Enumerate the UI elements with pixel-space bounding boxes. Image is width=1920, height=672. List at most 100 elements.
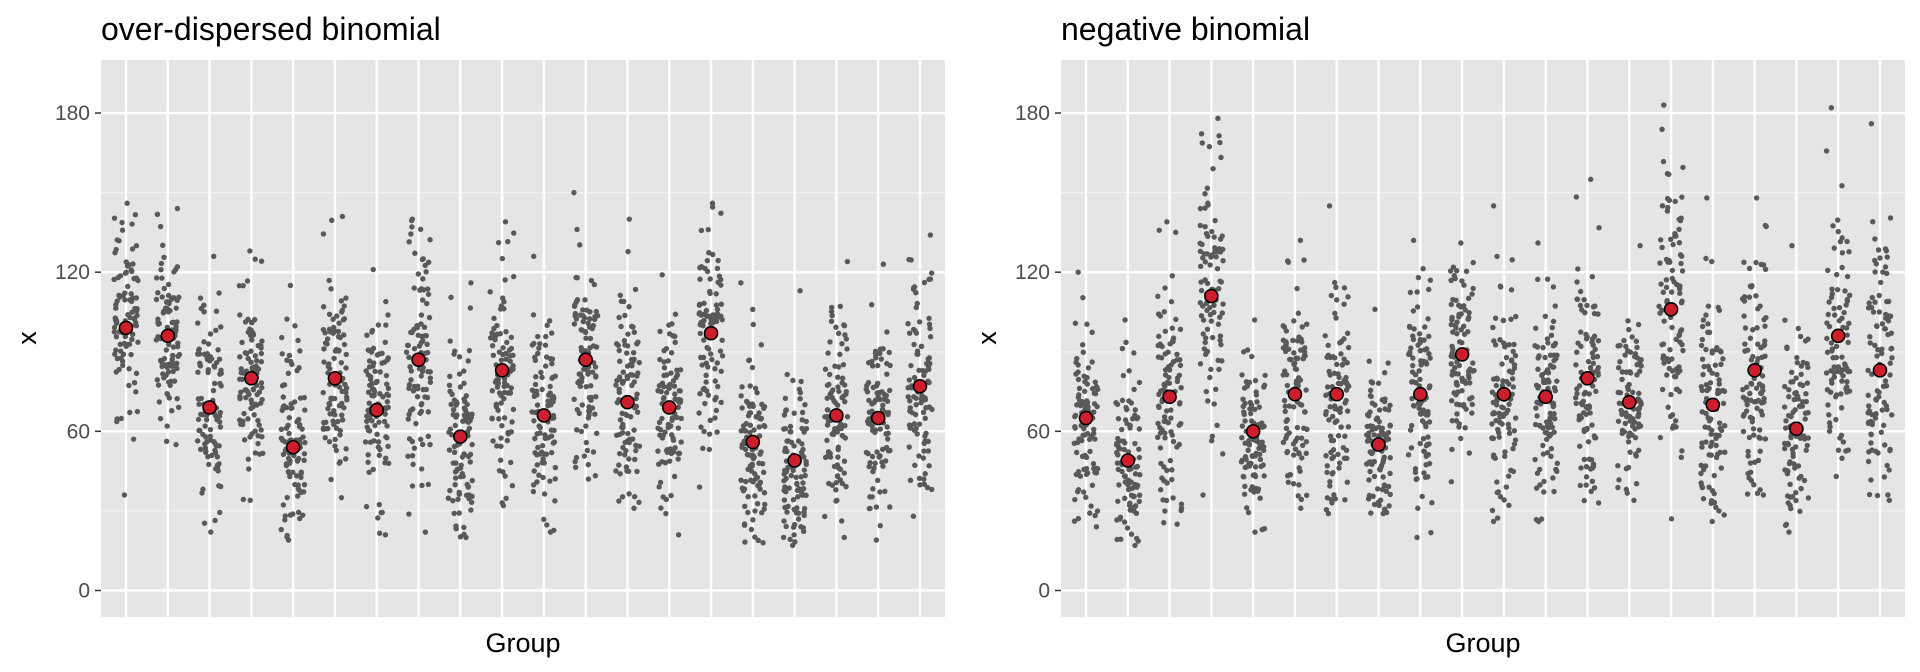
data-point <box>870 486 876 492</box>
data-point <box>715 257 721 264</box>
data-point <box>1869 447 1875 453</box>
data-point <box>1844 273 1851 280</box>
data-point <box>619 380 626 386</box>
data-point <box>259 384 265 391</box>
data-point <box>1209 334 1216 341</box>
data-point <box>1590 354 1597 361</box>
data-point <box>405 342 411 349</box>
data-point <box>1303 438 1310 445</box>
data-point <box>282 513 288 519</box>
data-point <box>1419 493 1425 500</box>
data-point <box>217 424 224 430</box>
data-point <box>498 392 504 399</box>
data-point <box>759 510 765 516</box>
data-point <box>1786 393 1792 400</box>
data-point <box>788 429 794 435</box>
data-point <box>489 342 496 349</box>
data-point <box>1544 276 1551 282</box>
data-point <box>1837 435 1843 441</box>
data-point <box>1114 460 1121 466</box>
data-point <box>154 377 161 383</box>
data-point <box>407 364 413 370</box>
data-point <box>1296 482 1302 488</box>
data-point <box>117 294 123 300</box>
data-point <box>245 416 251 422</box>
data-point <box>118 415 124 422</box>
data-point <box>1703 439 1709 445</box>
data-point <box>320 426 327 432</box>
data-point <box>1509 370 1515 376</box>
data-point <box>1497 494 1504 500</box>
data-point <box>1326 368 1332 375</box>
data-point <box>634 391 640 397</box>
data-point <box>448 294 454 301</box>
data-point <box>461 524 467 531</box>
data-point <box>1627 418 1633 424</box>
data-point <box>1584 334 1590 340</box>
data-point <box>1832 312 1838 318</box>
data-point <box>750 321 756 328</box>
data-point <box>1590 304 1597 310</box>
data-point <box>285 455 292 462</box>
data-point <box>880 463 886 469</box>
data-point <box>831 429 837 436</box>
data-point <box>927 232 934 238</box>
data-point <box>665 358 671 364</box>
data-point <box>593 373 599 379</box>
data-point <box>384 398 391 405</box>
data-point <box>203 416 210 423</box>
data-point <box>450 498 456 504</box>
data-point <box>795 510 802 516</box>
data-point <box>259 338 265 344</box>
data-point <box>1322 333 1328 339</box>
data-point <box>1220 257 1226 264</box>
data-point <box>1543 436 1550 443</box>
data-point <box>1804 360 1810 367</box>
data-point <box>1168 298 1175 305</box>
data-point <box>1367 387 1374 394</box>
data-point <box>908 257 914 263</box>
data-point <box>908 362 914 369</box>
data-point <box>794 494 801 500</box>
data-point <box>153 337 160 343</box>
data-point <box>543 451 550 457</box>
data-point <box>1790 453 1796 460</box>
data-point <box>1286 472 1293 478</box>
data-point <box>1707 380 1714 386</box>
data-point <box>585 461 592 468</box>
data-point <box>417 436 424 442</box>
data-point <box>252 256 258 262</box>
data-point <box>409 224 415 230</box>
data-point <box>287 282 294 289</box>
data-point <box>666 458 673 464</box>
data-point <box>873 537 880 543</box>
data-point <box>421 287 427 293</box>
data-point <box>550 393 557 400</box>
data-point <box>1458 327 1464 333</box>
data-point <box>1132 407 1139 413</box>
data-point <box>621 337 628 344</box>
data-point <box>1789 242 1795 249</box>
data-point <box>1301 425 1307 431</box>
data-point <box>1878 279 1884 286</box>
data-point <box>1743 397 1749 403</box>
data-point <box>573 316 580 322</box>
data-point <box>1753 293 1759 299</box>
data-point <box>618 298 625 305</box>
data-point <box>1625 439 1632 445</box>
data-point <box>258 380 265 386</box>
data-point <box>922 415 928 422</box>
data-point <box>1678 454 1685 460</box>
data-point <box>571 189 577 196</box>
data-point <box>1622 352 1628 358</box>
data-point <box>571 321 578 327</box>
data-point <box>1377 467 1383 473</box>
data-point <box>1122 440 1128 446</box>
data-point <box>281 403 287 409</box>
data-point <box>636 359 643 366</box>
data-point <box>1470 360 1476 366</box>
data-point <box>1801 436 1808 442</box>
data-point <box>279 383 286 389</box>
data-point <box>1746 294 1753 300</box>
data-point <box>1422 324 1428 330</box>
